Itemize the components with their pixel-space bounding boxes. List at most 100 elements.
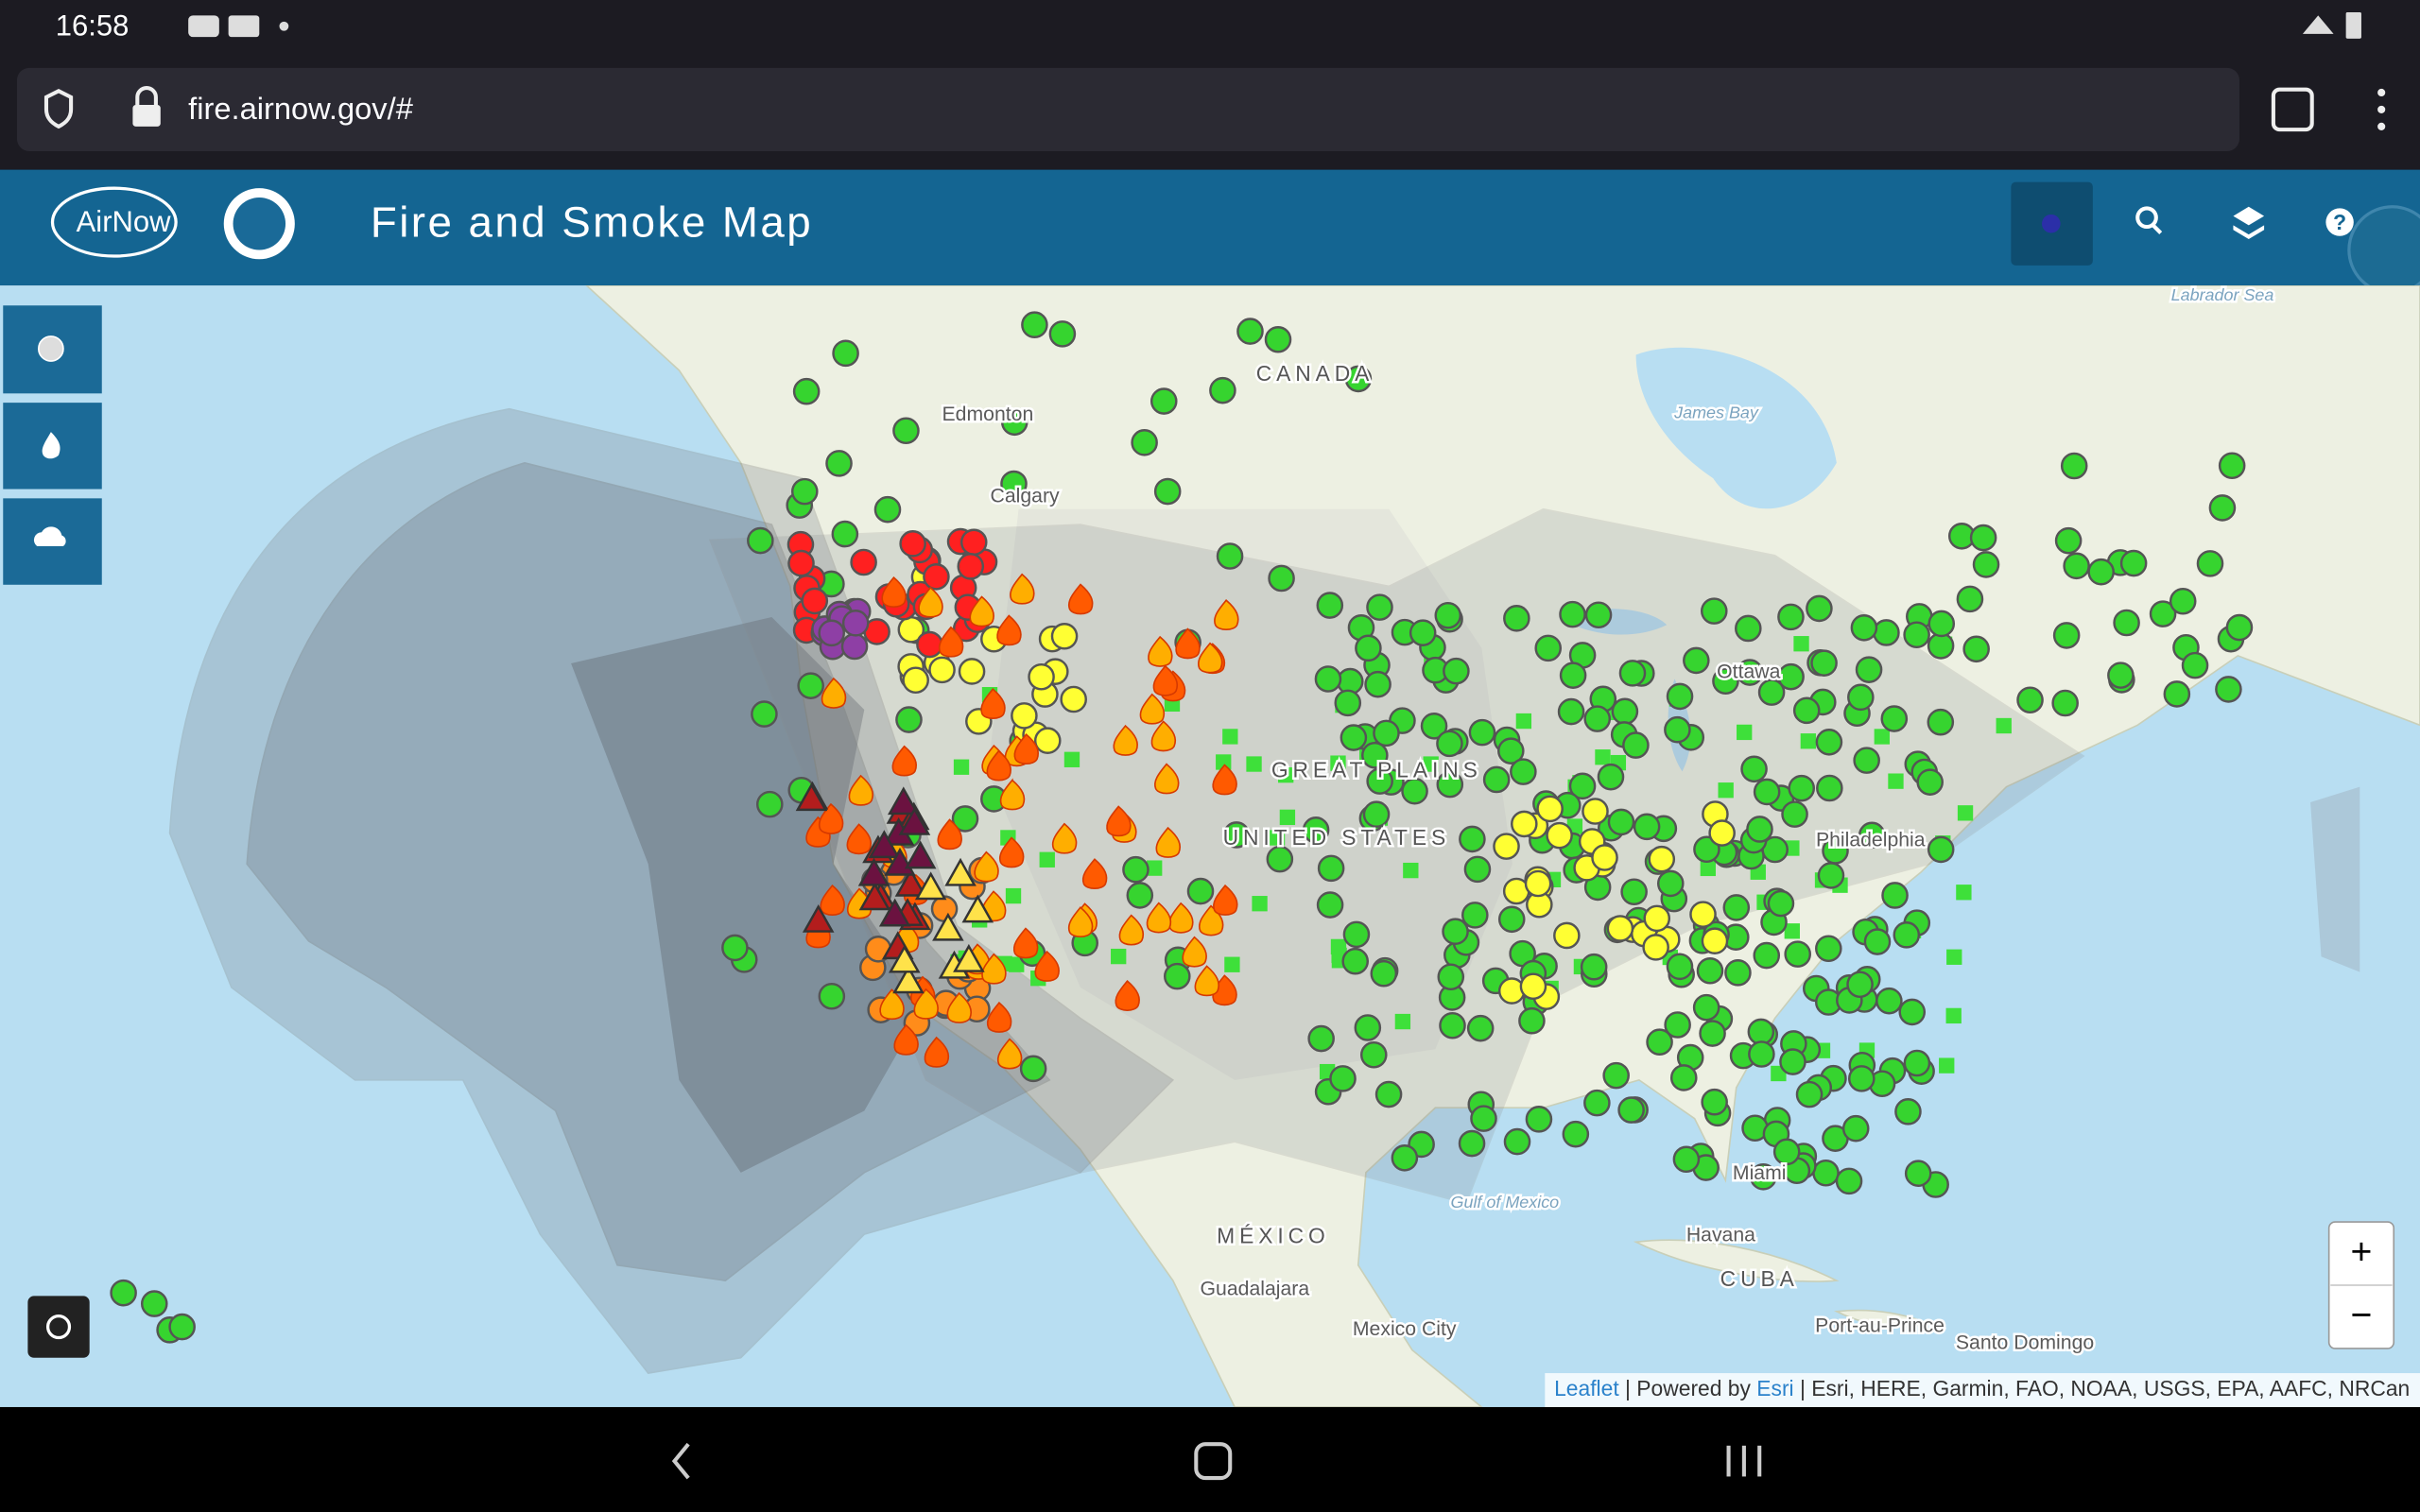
- monitor-marker[interactable]: [1559, 662, 1587, 689]
- monitor-marker[interactable]: [1810, 649, 1838, 677]
- monitor-marker[interactable]: [1847, 683, 1875, 712]
- monitor-marker[interactable]: [751, 700, 778, 728]
- monitor-marker[interactable]: [1898, 998, 1927, 1026]
- monitor-marker[interactable]: [1150, 387, 1178, 415]
- monitor-marker[interactable]: [2208, 494, 2237, 522]
- monitor-marker[interactable]: [928, 656, 956, 684]
- monitor-marker[interactable]: [1524, 869, 1552, 898]
- monitor-marker[interactable]: [797, 672, 824, 699]
- monitor-marker[interactable]: [1646, 1028, 1673, 1057]
- monitor-marker[interactable]: [168, 1313, 196, 1341]
- monitor-marker[interactable]: [916, 630, 943, 659]
- monitor-marker[interactable]: [1437, 963, 1465, 991]
- monitor-marker[interactable]: [1510, 758, 1537, 785]
- monitor-marker[interactable]: [1692, 993, 1720, 1022]
- monitor-marker[interactable]: [2163, 680, 2191, 708]
- monitor-marker[interactable]: [1972, 551, 2000, 578]
- monitor-marker[interactable]: [2169, 587, 2197, 615]
- monitor-marker[interactable]: [755, 790, 784, 818]
- monitor-marker[interactable]: [1583, 705, 1612, 732]
- tabs-button[interactable]: [2271, 87, 2314, 132]
- monitor-marker[interactable]: [1777, 603, 1805, 631]
- monitor-marker[interactable]: [1307, 1024, 1335, 1053]
- monitor-marker[interactable]: [1370, 959, 1398, 988]
- monitor-marker[interactable]: [1853, 747, 1880, 774]
- monitor-marker[interactable]: [818, 982, 846, 1010]
- monitor-marker[interactable]: [1317, 854, 1345, 883]
- monitor-marker[interactable]: [1050, 622, 1079, 650]
- monitor-marker[interactable]: [110, 1279, 137, 1307]
- monitor-marker[interactable]: [1534, 634, 1563, 662]
- monitor-marker[interactable]: [1511, 810, 1538, 838]
- monitor-marker[interactable]: [1781, 800, 1808, 828]
- monitor-marker[interactable]: [818, 619, 845, 647]
- monitor-marker[interactable]: [1436, 730, 1463, 758]
- monitor-marker[interactable]: [1216, 542, 1244, 570]
- monitor-marker[interactable]: [1268, 564, 1295, 593]
- monitor-marker[interactable]: [1028, 662, 1055, 691]
- monitor-marker[interactable]: [2181, 651, 2209, 679]
- monitor-marker[interactable]: [1748, 1040, 1775, 1068]
- monitor-marker[interactable]: [1048, 320, 1077, 348]
- monitor-marker[interactable]: [1880, 705, 1909, 732]
- monitor-marker[interactable]: [1359, 1040, 1388, 1069]
- monitor-marker[interactable]: [2054, 526, 2083, 555]
- leaflet-link[interactable]: Leaflet: [1554, 1376, 1619, 1400]
- monitor-marker[interactable]: [1893, 921, 1921, 949]
- monitor-marker[interactable]: [1236, 318, 1264, 345]
- edit-fab[interactable]: [2347, 205, 2420, 295]
- monitor-marker[interactable]: [1894, 1098, 1922, 1125]
- monitor-marker[interactable]: [1314, 665, 1342, 693]
- monitor-marker[interactable]: [1442, 918, 1469, 945]
- back-button[interactable]: [671, 1442, 690, 1480]
- monitor-marker[interactable]: [1927, 708, 1955, 736]
- monitor-marker[interactable]: [721, 934, 749, 962]
- monitor-marker[interactable]: [1518, 1006, 1546, 1035]
- monitor-marker[interactable]: [1693, 835, 1720, 864]
- monitor-marker[interactable]: [1855, 656, 1883, 683]
- monitor-marker[interactable]: [1562, 1120, 1590, 1148]
- monitor-marker[interactable]: [1669, 1064, 1698, 1091]
- monitor-marker[interactable]: [1153, 477, 1182, 506]
- monitor-marker[interactable]: [1122, 855, 1150, 884]
- monitor-marker[interactable]: [1753, 778, 1781, 806]
- monitor-marker[interactable]: [1642, 934, 1669, 961]
- monitor-marker[interactable]: [1503, 605, 1530, 632]
- monitor-marker[interactable]: [2051, 689, 2079, 717]
- monitor-marker[interactable]: [1611, 697, 1639, 726]
- monitor-marker[interactable]: [957, 553, 985, 580]
- monitor-marker[interactable]: [1757, 679, 1786, 706]
- monitor-marker[interactable]: [2052, 622, 2081, 649]
- monitor-marker[interactable]: [1470, 1105, 1497, 1132]
- monitor-marker[interactable]: [1519, 972, 1547, 1001]
- monitor-marker[interactable]: [1607, 808, 1635, 836]
- monitor-marker[interactable]: [1740, 755, 1768, 783]
- monitor-marker[interactable]: [2087, 558, 2115, 586]
- monitor-marker[interactable]: [1466, 1014, 1495, 1042]
- monitor-marker[interactable]: [1364, 670, 1392, 698]
- monitor-marker[interactable]: [1656, 869, 1685, 898]
- monitor-marker[interactable]: [1701, 927, 1729, 954]
- monitor-marker[interactable]: [832, 339, 859, 368]
- monitor-marker[interactable]: [1582, 798, 1609, 825]
- monitor-marker[interactable]: [1779, 1048, 1806, 1075]
- monitor-marker[interactable]: [792, 377, 821, 405]
- monitor-marker[interactable]: [825, 450, 853, 477]
- monitor-marker[interactable]: [1916, 768, 1944, 796]
- monitor-marker[interactable]: [1701, 1088, 1728, 1116]
- zoom-in[interactable]: +: [2351, 1232, 2373, 1273]
- map[interactable]: CANADA Edmonton Calgary James Bay Labrador S…: [0, 285, 2420, 1407]
- monitor-marker[interactable]: [1841, 1114, 1870, 1143]
- monitor-marker[interactable]: [951, 805, 979, 833]
- monitor-marker[interactable]: [1712, 667, 1739, 696]
- help-glyph[interactable]: ?: [2333, 210, 2346, 234]
- monitor-marker[interactable]: [873, 495, 902, 524]
- monitor-marker[interactable]: [1391, 1143, 1419, 1172]
- monitor-marker[interactable]: [1618, 660, 1647, 687]
- monitor-marker[interactable]: [1557, 697, 1585, 726]
- monitor-marker[interactable]: [1493, 833, 1520, 860]
- monitor-marker[interactable]: [1559, 600, 1586, 628]
- monitor-marker[interactable]: [1355, 634, 1382, 662]
- monitor-marker[interactable]: [1835, 1167, 1863, 1195]
- monitor-marker[interactable]: [1401, 777, 1428, 805]
